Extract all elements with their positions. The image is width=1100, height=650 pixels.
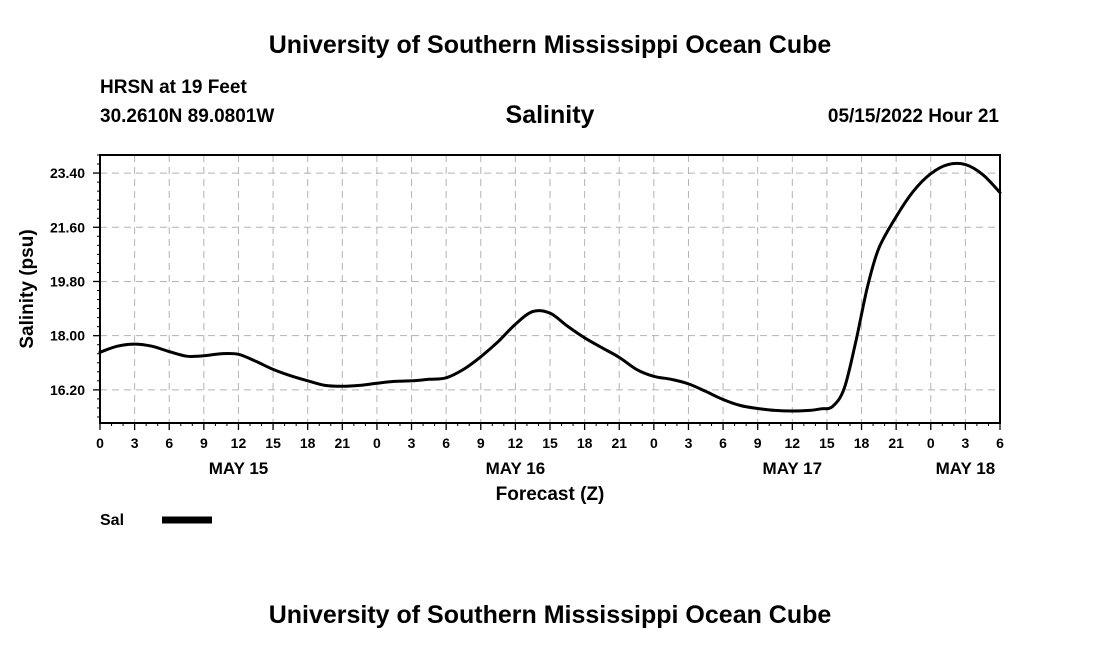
- chart-grid: [100, 155, 1000, 423]
- y-tick-labels: 16.20 18.00 19.80 21.60 23.40: [50, 165, 85, 398]
- page-title-top: University of Southern Mississippi Ocean…: [268, 31, 832, 59]
- x-tick-label: 21: [611, 435, 627, 451]
- legend-label: Sal: [100, 512, 124, 529]
- x-tick-label: 18: [300, 435, 316, 451]
- date-label: MAY 18: [936, 459, 996, 478]
- x-tick-label: 9: [754, 435, 762, 451]
- x-tick-label: 0: [650, 435, 658, 451]
- date-label: MAY 16: [486, 459, 546, 478]
- x-tick-label: 0: [96, 435, 104, 451]
- x-axis-label: Forecast (Z): [496, 484, 605, 505]
- y-tick-label: 19.80: [50, 273, 85, 289]
- x-tick-label: 0: [927, 435, 935, 451]
- x-tick-label: 6: [996, 435, 1004, 451]
- x-tick-label: 9: [477, 435, 485, 451]
- chart-title: Salinity: [505, 101, 595, 129]
- x-tick-label: 6: [442, 435, 450, 451]
- series-line-sal: [98, 161, 1002, 413]
- y-tick-label: 23.40: [50, 165, 85, 181]
- x-tick-label: 3: [408, 435, 416, 451]
- page-title-bottom: University of Southern Mississippi Ocean…: [268, 601, 832, 629]
- date-label: MAY 17: [763, 459, 823, 478]
- forecast-datetime: 05/15/2022 Hour 21: [827, 106, 999, 127]
- chart-ticks: [93, 154, 1001, 430]
- x-tick-label: 3: [131, 435, 139, 451]
- x-tick-label: 15: [819, 435, 835, 451]
- x-tick-label: 18: [577, 435, 593, 451]
- y-axis-label: Salinity (psu): [17, 229, 38, 348]
- y-tick-label: 16.20: [50, 382, 85, 398]
- x-tick-label: 9: [200, 435, 208, 451]
- chart-legend: Sal: [100, 512, 212, 529]
- x-tick-label: 15: [265, 435, 281, 451]
- station-coordinates: 30.2610N 89.0801W: [100, 106, 275, 127]
- x-tick-label: 18: [854, 435, 870, 451]
- y-tick-label: 21.60: [50, 219, 85, 235]
- x-tick-label: 12: [508, 435, 524, 451]
- x-tick-label: 3: [961, 435, 969, 451]
- plot-frame: [99, 154, 1001, 424]
- x-tick-labels: 0 3 6 9 12 15 18 21 0 3 6 9 12 15 18 21 0 3 6 9 12 15 18 21 0 3 6: [96, 435, 1004, 451]
- date-label: MAY 15: [209, 459, 269, 478]
- x-tick-label: 21: [888, 435, 904, 451]
- x-tick-label: 6: [719, 435, 727, 451]
- x-tick-label: 21: [335, 435, 351, 451]
- station-label: HRSN at 19 Feet: [100, 77, 247, 98]
- chart-series: [98, 161, 1002, 413]
- x-tick-label: 3: [685, 435, 693, 451]
- x-tick-label: 12: [231, 435, 247, 451]
- x-tick-label: 12: [785, 435, 801, 451]
- x-tick-label: 6: [165, 435, 173, 451]
- x-tick-label: 15: [542, 435, 558, 451]
- date-labels: MAY 15 MAY 16 MAY 17 MAY 18: [209, 459, 995, 478]
- y-tick-label: 18.00: [50, 328, 85, 344]
- x-tick-label: 0: [373, 435, 381, 451]
